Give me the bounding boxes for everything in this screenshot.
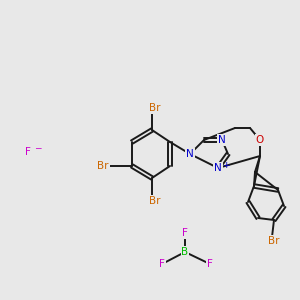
Text: B: B bbox=[182, 247, 189, 257]
Text: N: N bbox=[186, 149, 194, 159]
Text: F: F bbox=[159, 259, 165, 269]
Text: N: N bbox=[218, 135, 226, 145]
Text: Br: Br bbox=[268, 236, 280, 246]
Text: Br: Br bbox=[149, 103, 161, 113]
Text: O: O bbox=[256, 135, 264, 145]
Text: −: − bbox=[34, 143, 42, 152]
Text: F: F bbox=[207, 259, 213, 269]
Text: N: N bbox=[214, 163, 222, 173]
Text: Br: Br bbox=[97, 161, 109, 171]
Text: Br: Br bbox=[149, 196, 161, 206]
Text: F: F bbox=[25, 147, 31, 157]
Text: F: F bbox=[182, 228, 188, 238]
Text: +: + bbox=[222, 160, 230, 169]
